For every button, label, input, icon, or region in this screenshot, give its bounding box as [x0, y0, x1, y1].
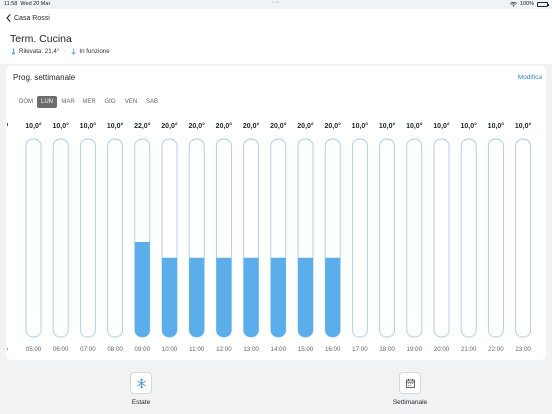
- calendar-icon: [399, 372, 421, 394]
- bar-track: [379, 138, 396, 338]
- bar-track: [487, 138, 504, 338]
- time-tick-label: 05:00: [26, 346, 42, 353]
- time-tick-label: 08:00: [107, 346, 123, 353]
- bar-fill-15:00[interactable]: [298, 257, 313, 337]
- header: Casa Rossi Term. Cucina Rilevata: 21,4° …: [0, 9, 552, 64]
- bar-fill-11:00[interactable]: [189, 257, 205, 337]
- detected-temperature: Rilevata: 21,4°: [19, 48, 60, 55]
- day-selector: DOM LUN MAR MER GIO VEN SAB: [16, 96, 163, 108]
- status-bar: 11:58 Wed 20 Mar ··· 100%: [0, 0, 552, 9]
- operating-state: In funzione: [79, 48, 110, 55]
- time-tick-label: 22:00: [488, 346, 504, 353]
- time-tick-label: 11:00: [189, 346, 205, 353]
- day-tab-sab[interactable]: SAB: [145, 99, 158, 105]
- bar-value-label: 20,0°: [161, 122, 178, 130]
- bar-track: [25, 138, 42, 338]
- bar-value-label: 10,0°: [406, 122, 423, 130]
- bar-fill-13:00[interactable]: [243, 257, 259, 337]
- bar-fill-12:00[interactable]: [216, 257, 232, 337]
- schedule-title: Prog. settimanale: [13, 73, 76, 82]
- bottom-bar: Estate Settimanale: [0, 364, 552, 414]
- time-tick-label: 06:00: [53, 346, 69, 353]
- day-tab-dom[interactable]: DOM: [19, 99, 33, 105]
- bar-track: [433, 138, 450, 338]
- battery-icon: [537, 1, 549, 7]
- bar-track: [52, 138, 69, 338]
- time-tick-label: 12:00: [216, 346, 232, 353]
- time-tick-label: 17:00: [352, 346, 368, 353]
- bar-value-label: 10,0°: [460, 122, 477, 130]
- bar-fill-14:00[interactable]: [270, 257, 286, 337]
- bar-value-label: 10,0°: [433, 122, 450, 130]
- bar-value-label: 10,0°: [379, 122, 396, 130]
- bar-value-label: 10,0°: [25, 122, 42, 130]
- time-tick-label: 07:00: [80, 346, 96, 353]
- time-tick-label: 14:00: [271, 346, 287, 353]
- day-tab-gio[interactable]: GIO: [104, 99, 116, 105]
- multitasking-dots[interactable]: ···: [271, 0, 280, 6]
- thermostat-status: Rilevata: 21,4° · In funzione: [11, 48, 110, 55]
- time-tick-label: 10:00: [162, 346, 178, 353]
- time-tick-label: 09:00: [135, 346, 151, 353]
- bar-value-label: 20,0°: [270, 122, 287, 130]
- bar-value-label: 20,0°: [243, 122, 260, 130]
- separator-dot: ·: [64, 48, 67, 55]
- time-tick-label: 15:00: [298, 346, 314, 353]
- bar-value-label: 20,0°: [324, 122, 341, 130]
- bar-value-label: 22,0°: [134, 122, 151, 130]
- bar-value-label: 20,0°: [297, 122, 314, 130]
- bar-track: [406, 138, 423, 338]
- battery-percent: 100%: [519, 1, 534, 7]
- back-label: Casa Rossi: [14, 14, 50, 22]
- page-title: Term. Cucina: [10, 33, 72, 45]
- bar-track: [515, 138, 532, 338]
- bar-value-label: 10,0°: [488, 122, 505, 130]
- time-tick-label: 23:00: [515, 346, 531, 353]
- arrow-down-icon: [71, 48, 77, 55]
- bar-value-label: 10,0°: [80, 122, 97, 130]
- thermometer-icon: [12, 48, 15, 55]
- bar-value-label: 10,0°: [107, 122, 124, 130]
- time-tick-label: 18:00: [379, 346, 395, 353]
- back-button[interactable]: Casa Rossi: [6, 14, 50, 22]
- bar-fill-09:00[interactable]: [134, 241, 150, 337]
- bar-value-label: 10,0°: [352, 122, 369, 130]
- edit-schedule-link[interactable]: Modifica: [517, 74, 542, 81]
- time-tick-label: 16:00: [325, 346, 341, 353]
- chevron-left-icon: [6, 14, 11, 22]
- axis-edge-mark: [7, 123, 8, 126]
- bar-fill-10:00[interactable]: [162, 257, 177, 337]
- weekly-schedule-card: Prog. settimanale Modifica DOM LUN MAR MER G…: [6, 66, 546, 360]
- snowflake-icon: [130, 372, 152, 394]
- time-tick-label: 20:00: [434, 346, 450, 353]
- bar-value-label: 20,0°: [216, 122, 233, 130]
- day-tab-lun[interactable]: LUN: [37, 96, 57, 108]
- mode-label: Estate: [131, 399, 151, 406]
- bar-fill-16:00[interactable]: [325, 257, 341, 337]
- axis-edge-mark: [7, 348, 8, 350]
- mode-settimanale-button[interactable]: Settimanale: [380, 372, 440, 406]
- schedule-chart: 10,0° 05:00 10,0° 06:00 10,0° 07:00 10,0° 08:00…: [7, 122, 532, 353]
- time-tick-label: 13:00: [243, 346, 259, 353]
- wifi-icon: [510, 1, 517, 7]
- day-tab-mar[interactable]: MAR: [61, 99, 75, 105]
- bar-track: [460, 138, 477, 338]
- bar-value-label: 20,0°: [188, 122, 205, 130]
- bar-value-label: 10,0°: [52, 122, 69, 130]
- day-tab-mer[interactable]: MER: [82, 99, 96, 105]
- day-tab-ven[interactable]: VEN: [124, 99, 138, 105]
- bar-value-label: 10,0°: [515, 122, 532, 130]
- mode-estate-button[interactable]: Estate: [111, 372, 171, 406]
- time-tick-label: 19:00: [407, 346, 423, 353]
- time-tick-label: 21:00: [461, 346, 477, 353]
- bar-track: [351, 138, 368, 338]
- bar-track: [107, 138, 124, 338]
- mode-label: Settimanale: [392, 399, 428, 406]
- bar-track: [79, 138, 96, 338]
- status-time: 11:58 Wed 20 Mar: [4, 1, 51, 7]
- status-indicators: 100%: [510, 1, 549, 7]
